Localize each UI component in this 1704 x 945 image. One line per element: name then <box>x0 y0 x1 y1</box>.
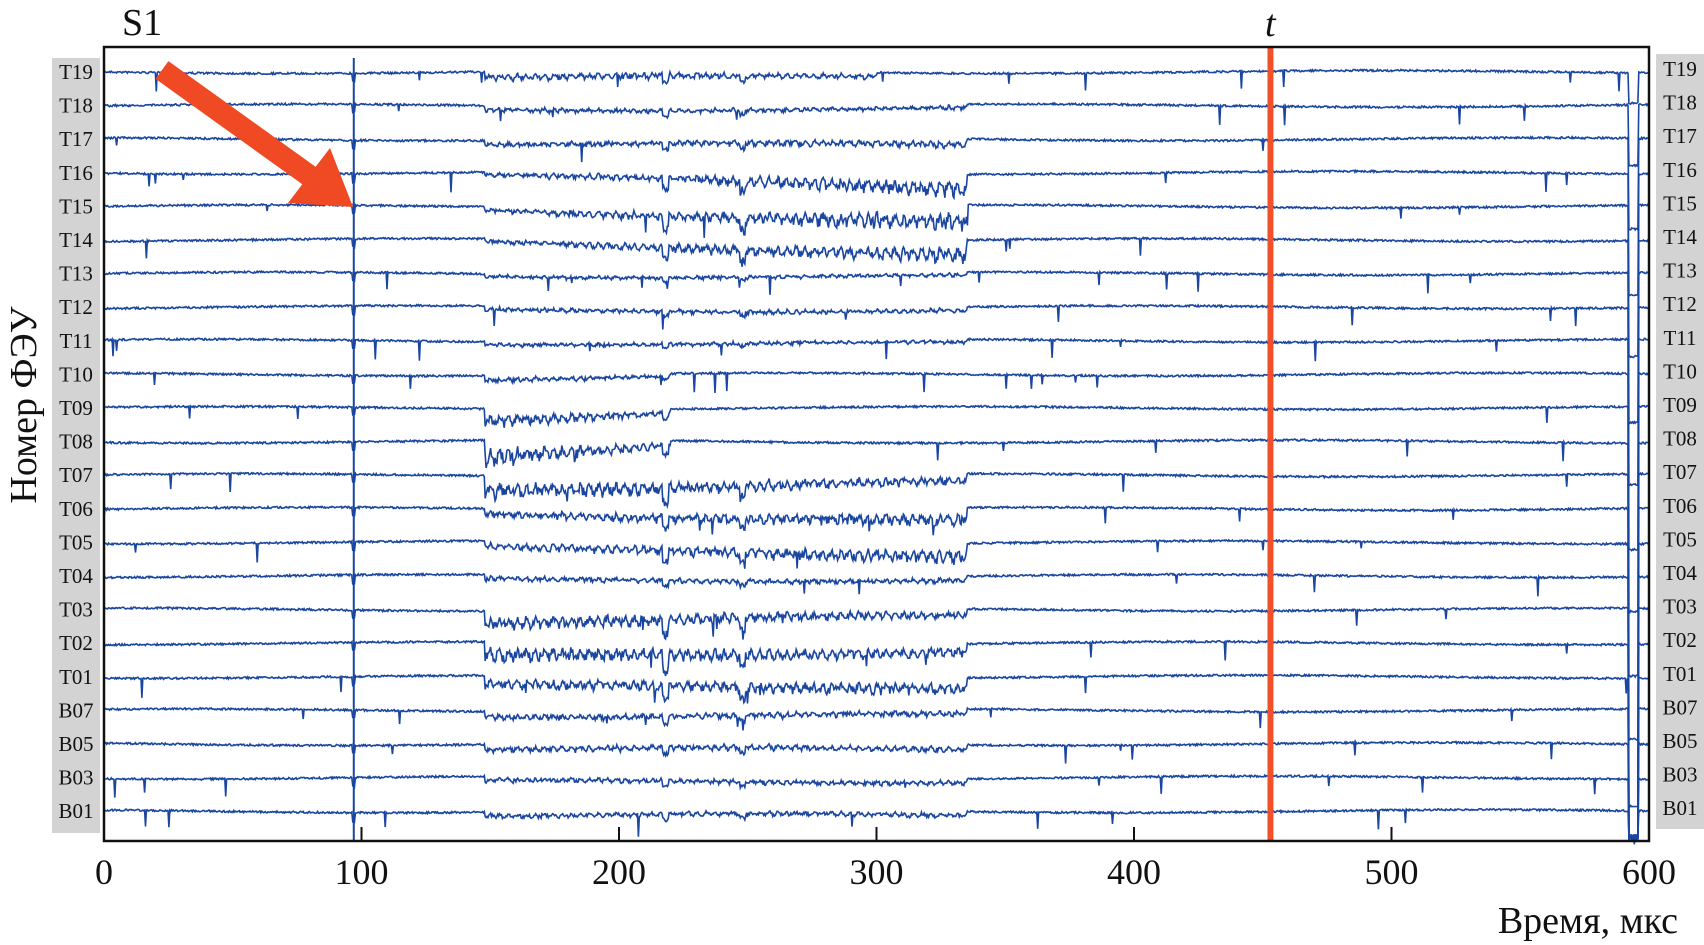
channel-label-left: B03 <box>58 766 93 790</box>
channel-label-right: B07 <box>1662 695 1697 719</box>
channel-label-right: T11 <box>1663 326 1696 350</box>
trace-T08 <box>103 437 1649 809</box>
channel-label-left: T16 <box>59 161 93 185</box>
x-axis-label: Время, мкс <box>1498 900 1678 942</box>
right-label-band <box>1656 54 1704 829</box>
channel-label-left: T05 <box>59 530 93 554</box>
left-label-band <box>52 58 100 833</box>
arrow-icon <box>155 61 353 207</box>
trace-B07 <box>103 706 1649 838</box>
channel-label-left: B07 <box>58 698 93 722</box>
channel-label-right: B03 <box>1662 763 1697 787</box>
y-axis-label: Номер ФЭУ <box>3 306 45 503</box>
trace-T05 <box>103 538 1650 841</box>
trace-T01 <box>103 672 1650 841</box>
trace-T04 <box>103 571 1649 841</box>
channel-label-right: T10 <box>1663 359 1697 383</box>
channel-label-right: T07 <box>1663 460 1697 484</box>
trace-T16 <box>103 168 1650 297</box>
channel-label-right: T09 <box>1663 393 1697 417</box>
x-ticks: 0 100 200 300 400 500 600 <box>95 827 1676 892</box>
channel-label-left: T12 <box>59 295 93 319</box>
channel-label-right: T08 <box>1663 427 1697 451</box>
channel-label-left: B05 <box>58 732 93 756</box>
channel-label-left: B01 <box>58 799 93 823</box>
trace-T15 <box>103 202 1650 359</box>
channel-label-right: T06 <box>1663 494 1697 518</box>
traces <box>103 58 1650 845</box>
x-tick-label: 100 <box>335 852 389 892</box>
trace-T02 <box>103 639 1650 840</box>
trace-T14 <box>103 235 1650 425</box>
channel-label-right: T19 <box>1663 57 1697 81</box>
channel-label-right: T14 <box>1663 225 1697 249</box>
x-tick-label: 300 <box>850 852 904 892</box>
channel-label-left: T02 <box>59 631 93 655</box>
trace-B01 <box>103 807 1650 839</box>
trace-T06 <box>103 504 1650 845</box>
channel-label-left: T07 <box>59 463 93 487</box>
s1-label: S1 <box>122 2 162 44</box>
channel-label-right: T15 <box>1663 191 1697 215</box>
channel-labels-left: T19 T18 T17 T16 T15 T14 T13 T12 T11 T10 T09 T08 T07 T… <box>58 60 93 823</box>
channel-label-right: T12 <box>1663 292 1697 316</box>
trace-T09 <box>103 404 1650 742</box>
channel-label-left: T17 <box>59 127 93 151</box>
channel-label-left: T11 <box>59 329 92 353</box>
channel-label-left: T14 <box>59 228 93 252</box>
channel-label-right: T02 <box>1663 628 1697 652</box>
trace-T12 <box>103 303 1650 552</box>
channel-label-right: T16 <box>1663 158 1697 182</box>
channel-label-right: B05 <box>1662 729 1697 753</box>
trace-T13 <box>103 269 1649 487</box>
x-tick-label: 600 <box>1622 852 1676 892</box>
x-tick-label: 0 <box>95 852 113 892</box>
x-tick-label: 200 <box>592 852 646 892</box>
channel-label-right: T17 <box>1663 124 1697 148</box>
trace-T03 <box>103 605 1649 839</box>
channel-label-right: T13 <box>1663 259 1697 283</box>
channel-label-left: T15 <box>59 194 93 218</box>
channel-label-left: T19 <box>59 60 93 84</box>
trace-B05 <box>103 739 1650 839</box>
trace-B03 <box>103 773 1649 841</box>
channel-label-left: T06 <box>59 497 93 521</box>
trace-T07 <box>103 471 1649 838</box>
channel-label-right: T01 <box>1663 662 1697 686</box>
channel-label-left: T03 <box>59 598 93 622</box>
trace-T17 <box>103 134 1649 232</box>
channel-label-right: T03 <box>1663 595 1697 619</box>
channel-label-right: T04 <box>1663 561 1697 585</box>
trace-T18 <box>103 101 1650 168</box>
channel-label-right: B01 <box>1662 796 1697 820</box>
marker-label: t <box>1265 3 1277 45</box>
channel-label-left: T10 <box>59 362 93 386</box>
trace-T11 <box>103 336 1649 615</box>
channel-label-left: T04 <box>59 564 93 588</box>
trace-T10 <box>103 370 1650 679</box>
channel-label-left: T01 <box>59 665 93 689</box>
channel-label-left: T09 <box>59 396 93 420</box>
channel-labels-right: T19 T18 T17 T16 T15 T14 T13 T12 T11 T10 T09 T08 T07 T… <box>1662 57 1697 820</box>
channel-label-right: T05 <box>1663 527 1697 551</box>
x-tick-label: 500 <box>1365 852 1419 892</box>
channel-label-left: T08 <box>59 430 93 454</box>
trace-T19 <box>103 67 1649 105</box>
channel-label-left: T13 <box>59 262 93 286</box>
channel-label-left: T18 <box>59 94 93 118</box>
x-tick-label: 400 <box>1107 852 1161 892</box>
channel-label-right: T18 <box>1663 91 1697 115</box>
